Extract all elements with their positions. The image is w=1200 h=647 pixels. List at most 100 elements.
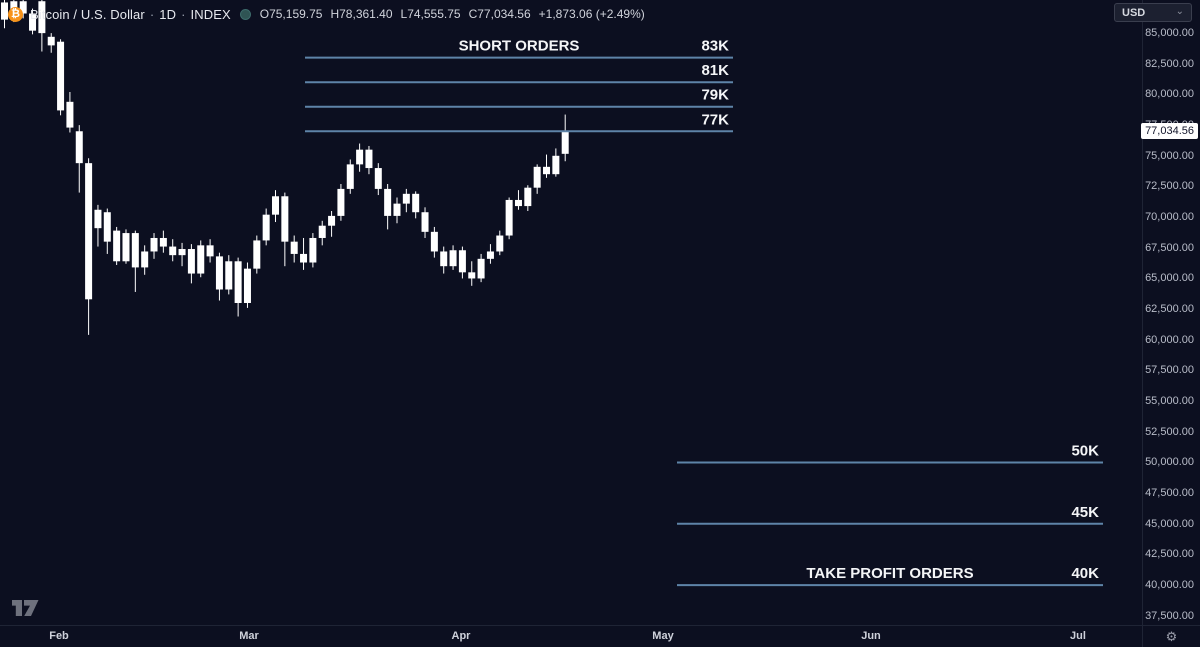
candle-body [215, 256, 223, 290]
time-tick-label: Feb [49, 630, 69, 642]
price-tick-label: 52,500.00 [1145, 425, 1194, 438]
candle-body [430, 231, 438, 252]
candle-body [412, 193, 420, 213]
candle-body [150, 237, 158, 252]
chart-pane[interactable]: 83K SHORT ORDERS 81K 79K 77K 50K 45K 40K TAKE PR… [0, 0, 1142, 625]
candle-body [141, 251, 149, 268]
candle-body [113, 230, 121, 262]
candle-body [131, 233, 139, 268]
candle-body [47, 36, 55, 46]
candle-body [178, 249, 186, 256]
price-tick-label: 67,500.00 [1145, 241, 1194, 254]
time-axis[interactable]: Feb Mar Apr May Jun Jul [0, 625, 1142, 647]
time-tick-label: Mar [239, 630, 259, 642]
ohlc-close: C77,034.56 [468, 7, 531, 21]
separator: · [149, 6, 155, 22]
symbol-title[interactable]: Bitcoin / U.S. Dollar · 1D · INDEX [30, 7, 231, 22]
time-tick-label: Apr [451, 630, 471, 642]
order-price-label: 79K [701, 87, 729, 104]
order-line-group[interactable]: 83K SHORT ORDERS 81K 79K 77K [305, 38, 733, 133]
candlestick-plot[interactable]: 83K SHORT ORDERS 81K 79K 77K 50K 45K 40K TAKE PR… [0, 0, 1142, 625]
candle-body [346, 164, 354, 189]
candle-body [440, 251, 448, 267]
price-tick-label: 85,000.00 [1145, 27, 1194, 40]
candle-body [328, 215, 336, 226]
order-price-label: 81K [701, 62, 729, 79]
ohlc-high: H78,361.40 [330, 7, 393, 21]
ohlc-open: O75,159.75 [259, 7, 323, 21]
currency-selector[interactable]: USD ⌄ [1114, 3, 1192, 22]
candle-body [365, 149, 373, 169]
currency-label: USD [1122, 6, 1146, 19]
settings-gear-icon[interactable]: ⚙ [1165, 629, 1178, 644]
candle-body [234, 261, 242, 303]
candle-body [421, 212, 429, 232]
candle-body [486, 251, 494, 259]
order-line-group[interactable]: 50K 45K 40K TAKE PROFIT ORDERS [677, 442, 1103, 587]
candle-body [103, 212, 111, 242]
candle-body [552, 155, 560, 175]
time-tick-label: May [652, 630, 674, 642]
price-tick-label: 82,500.00 [1145, 57, 1194, 70]
candle-body [300, 253, 308, 263]
price-tick-label: 60,000.00 [1145, 333, 1194, 346]
candle-body [524, 187, 532, 207]
candle-body [75, 131, 83, 164]
candle-body [38, 1, 46, 34]
ohlc-change: +1,873.06 (+2.49%) [538, 7, 645, 21]
candle-body [477, 258, 485, 279]
exchange-label[interactable]: INDEX [190, 6, 231, 22]
candle-body [561, 130, 569, 154]
price-tick-label: 80,000.00 [1145, 88, 1194, 101]
interval-label[interactable]: 1D [159, 6, 177, 22]
separator: · [181, 6, 186, 22]
price-tick-label: 42,500.00 [1145, 548, 1194, 561]
order-price-label: 45K [1071, 504, 1099, 521]
price-tick-label: 75,000.00 [1145, 149, 1194, 162]
price-tick-label: 65,000.00 [1145, 272, 1194, 285]
candle-body [505, 199, 513, 236]
price-tick-label: 37,500.00 [1145, 609, 1194, 622]
candle-body [272, 196, 280, 215]
axis-settings-corner[interactable]: ⚙ [1142, 625, 1200, 647]
candle-body [159, 237, 167, 247]
candles-series[interactable] [1, 0, 569, 335]
candle-body [393, 203, 401, 216]
candle-body [94, 209, 102, 229]
candle-body [206, 245, 214, 257]
symbol-name[interactable]: Bitcoin / U.S. Dollar [30, 6, 145, 22]
price-tick-label: 40,000.00 [1145, 579, 1194, 592]
candle-body [356, 149, 364, 165]
order-group-title: SHORT ORDERS [459, 38, 580, 55]
candle-body [262, 214, 270, 241]
price-tick-label: 62,500.00 [1145, 303, 1194, 316]
time-tick-label: Jun [861, 630, 881, 642]
candle-body [57, 41, 65, 111]
candle-body [514, 199, 522, 207]
candle-body [402, 193, 410, 204]
candle-body [468, 272, 476, 279]
candle-body [243, 268, 251, 303]
candle-body [543, 166, 551, 175]
order-price-label: 50K [1071, 442, 1099, 459]
tradingview-logo[interactable] [12, 600, 39, 617]
symbol-legend[interactable]: ₿ Bitcoin / U.S. Dollar · 1D · INDEX O75… [8, 4, 645, 24]
candle-body [197, 245, 205, 274]
candle-body [309, 237, 317, 263]
candle-body [225, 261, 233, 290]
order-price-label: 83K [701, 38, 729, 55]
price-axis[interactable]: 77,034.56 85,000.0082,500.0080,000.0077,… [1141, 0, 1200, 647]
time-tick-label: Jul [1070, 630, 1086, 642]
candle-body [1, 2, 8, 20]
candle-body [19, 1, 27, 14]
candle-body [496, 235, 504, 252]
price-tick-label: 72,500.00 [1145, 180, 1194, 193]
candle-body [384, 188, 392, 216]
candle-body [122, 233, 130, 262]
market-status-icon[interactable] [239, 8, 251, 20]
candle-body [374, 168, 382, 189]
last-price-badge: 77,034.56 [1141, 122, 1198, 139]
price-tick-label: 55,000.00 [1145, 395, 1194, 408]
bitcoin-icon: ₿ [8, 6, 23, 22]
candle-body [337, 188, 345, 216]
